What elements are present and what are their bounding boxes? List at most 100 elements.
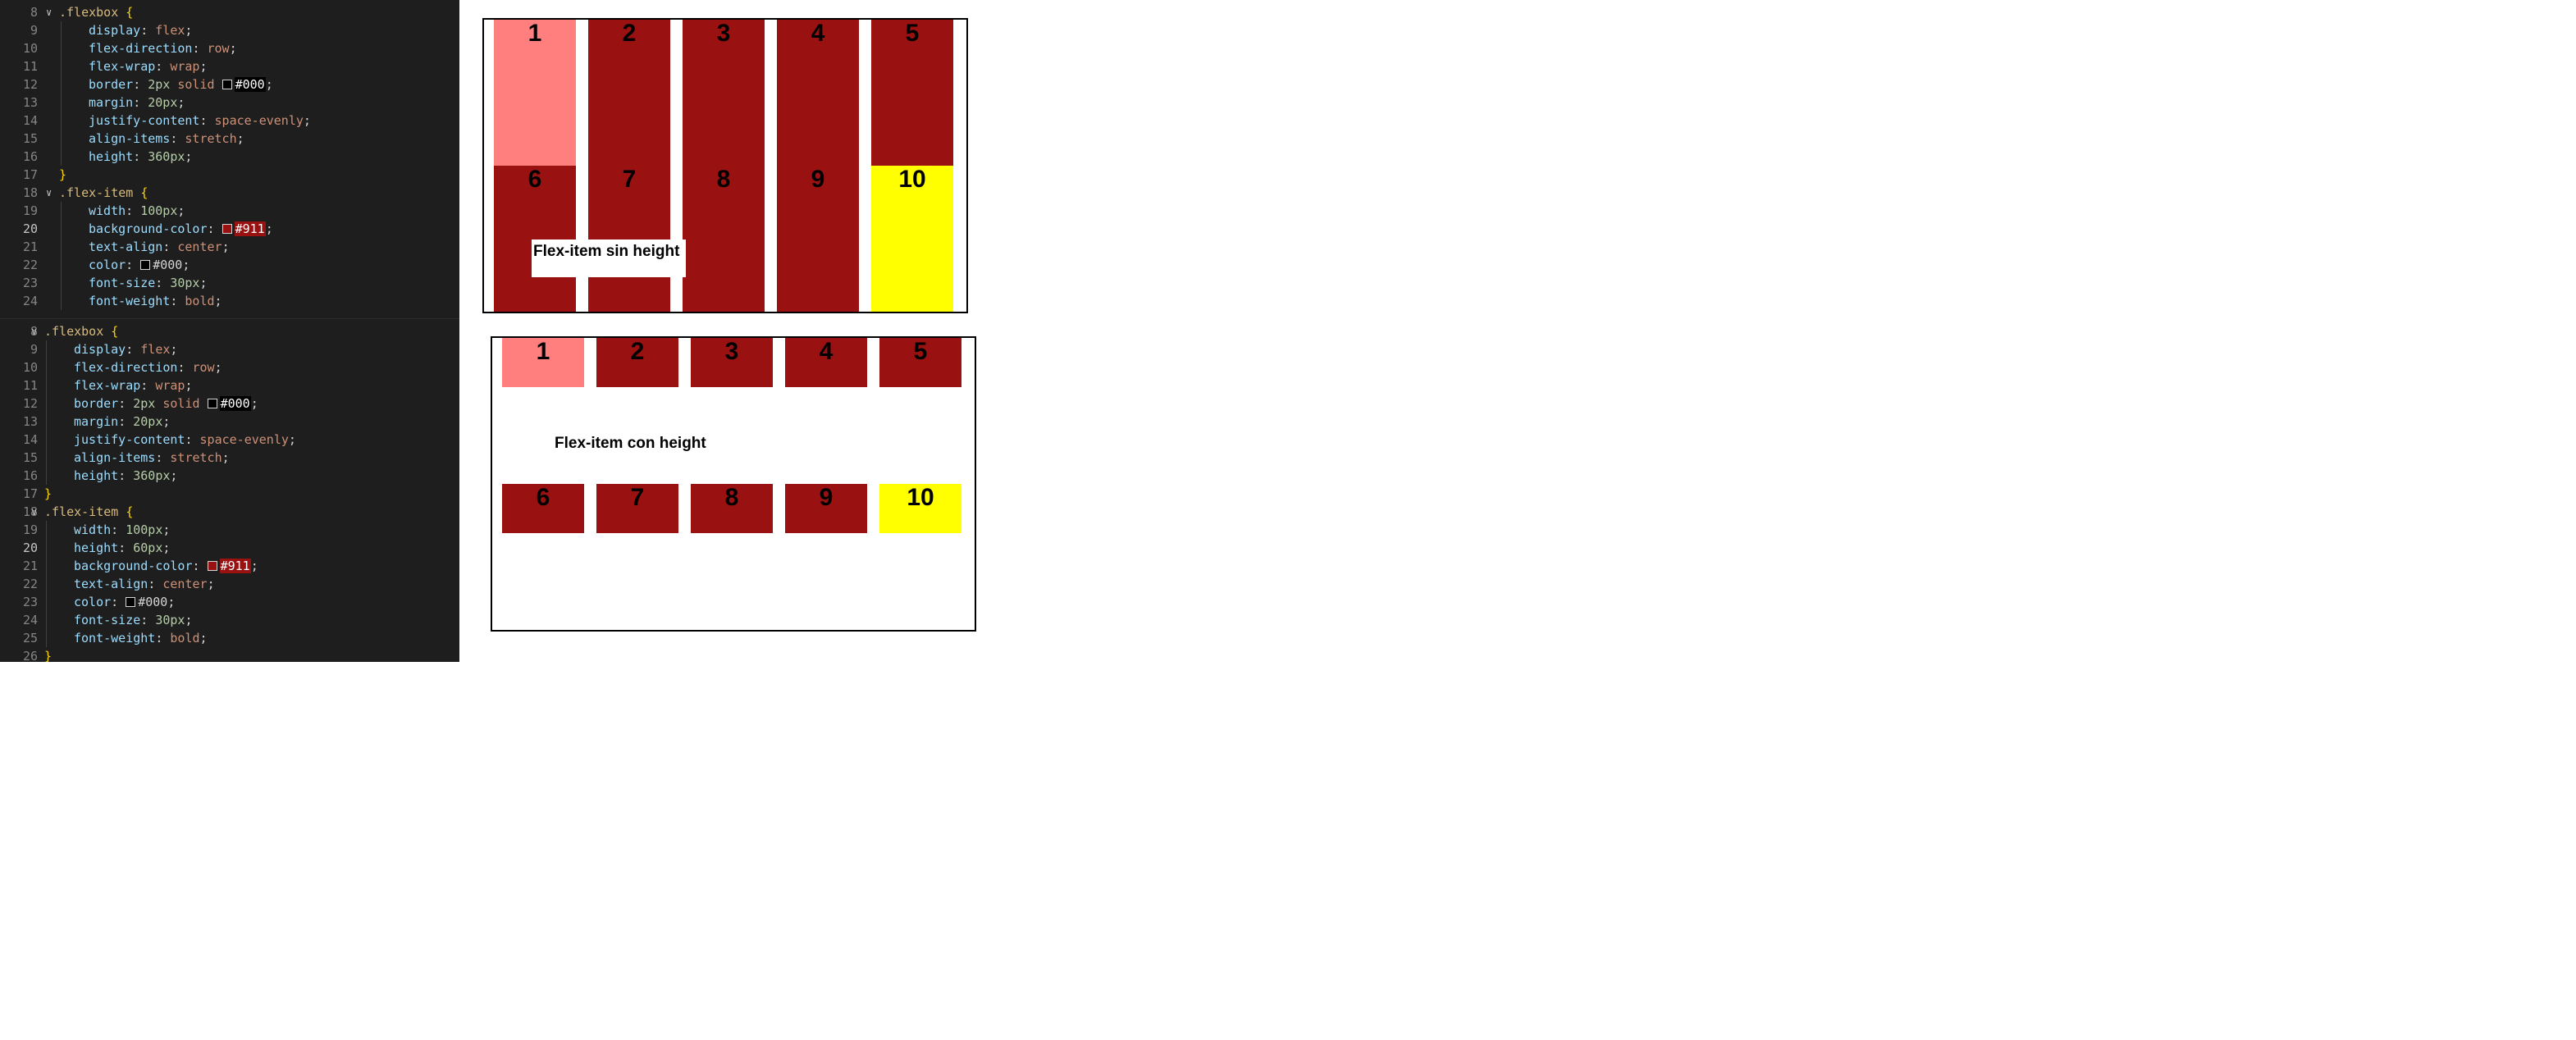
line-number: 16 <box>22 149 38 164</box>
line-number: 9 <box>30 342 38 357</box>
code-line[interactable]: 8 ∨ .flexbox { <box>0 322 459 340</box>
caption-sin-height: Flex-item sin height <box>532 239 687 277</box>
code-text: color: #000; <box>89 258 190 272</box>
code-line[interactable]: 20 background-color: #911; <box>0 220 459 238</box>
code-line[interactable]: 13 margin: 20px; <box>0 94 459 112</box>
code-line[interactable]: 19 width: 100px; <box>0 521 459 539</box>
color-swatch-icon[interactable] <box>140 260 151 270</box>
code-line[interactable]: 12 border: 2px solid #000; <box>0 75 459 94</box>
indent-guide <box>46 358 47 376</box>
code-text: font-size: 30px; <box>89 276 208 290</box>
code-text: background-color: #911; <box>89 221 273 236</box>
line-number: 15 <box>22 131 38 146</box>
flex-item-3: 3 <box>691 338 773 387</box>
code-line[interactable]: 12 border: 2px solid #000; <box>0 395 459 413</box>
code-line[interactable]: 17} <box>0 485 459 503</box>
code-text: font-size: 30px; <box>74 613 193 627</box>
code-line[interactable]: 14 justify-content: space-evenly; <box>0 112 459 130</box>
code-line[interactable]: 20 height: 60px; <box>0 539 459 557</box>
code-line[interactable]: 18 ∨ .flex-item { <box>0 184 459 202</box>
line-number: 16 <box>22 468 38 483</box>
code-text: .flexbox { <box>44 324 119 339</box>
code-line[interactable]: 22 text-align: center; <box>0 575 459 593</box>
indent-guide <box>61 39 62 57</box>
code-editor-bottom[interactable]: 8 ∨ .flexbox {9 display: flex; 10 flex-direct… <box>0 318 459 662</box>
flex-item-8: 8 <box>683 166 765 312</box>
code-line[interactable]: 9 display: flex; <box>0 21 459 39</box>
indent-guide <box>46 557 47 575</box>
code-line[interactable]: 11 flex-wrap: wrap; <box>0 57 459 75</box>
indent-guide <box>61 292 62 310</box>
code-line[interactable]: 18 ∨ .flex-item { <box>0 503 459 521</box>
code-line[interactable]: 11 flex-wrap: wrap; <box>0 376 459 395</box>
code-line[interactable]: 26} <box>0 647 459 662</box>
code-line[interactable]: 25 font-weight: bold; <box>0 629 459 647</box>
code-text: width: 100px; <box>74 522 171 537</box>
code-text: display: flex; <box>89 23 193 38</box>
color-swatch-icon[interactable] <box>126 597 136 607</box>
code-line[interactable]: 19 width: 100px; <box>0 202 459 220</box>
indent-guide <box>46 629 47 647</box>
color-swatch-icon[interactable] <box>207 399 217 408</box>
line-number: 9 <box>30 23 38 38</box>
indent-guide <box>61 112 62 130</box>
code-line[interactable]: 21 background-color: #911; <box>0 557 459 575</box>
line-number: 19 <box>22 522 38 537</box>
code-line[interactable]: 23 font-size: 30px; <box>0 274 459 292</box>
code-text: background-color: #911; <box>74 559 258 573</box>
code-text: align-items: stretch; <box>89 131 244 146</box>
flex-item-1: 1 <box>494 20 576 166</box>
code-text: margin: 20px; <box>74 414 171 429</box>
fold-chevron-icon[interactable]: ∨ <box>31 326 38 337</box>
code-text: .flexbox { <box>59 5 134 20</box>
code-text: font-weight: bold; <box>89 294 222 308</box>
code-line[interactable]: 8 ∨ .flexbox { <box>0 3 459 21</box>
flex-item-4: 4 <box>785 338 867 387</box>
color-swatch-icon[interactable] <box>207 561 217 571</box>
indent-guide <box>46 611 47 629</box>
code-text: border: 2px solid #000; <box>74 396 258 411</box>
color-swatch-icon[interactable] <box>222 224 232 234</box>
code-line[interactable]: 22 color: #000; <box>0 256 459 274</box>
code-line[interactable]: 16 height: 360px; <box>0 467 459 485</box>
code-text: flex-wrap: wrap; <box>89 59 208 74</box>
line-number: 24 <box>22 294 38 308</box>
flex-item-10: 10 <box>879 484 961 533</box>
code-line[interactable]: 10 flex-direction: row; <box>0 39 459 57</box>
code-line[interactable]: 10 flex-direction: row; <box>0 358 459 376</box>
line-number: 13 <box>22 414 38 429</box>
code-line[interactable]: 21 text-align: center; <box>0 238 459 256</box>
code-line[interactable]: 24 font-weight: bold; <box>0 292 459 310</box>
line-number: 21 <box>22 239 38 254</box>
indent-guide <box>46 413 47 431</box>
code-line[interactable]: 15 align-items: stretch; <box>0 449 459 467</box>
line-number: 8 <box>30 5 38 20</box>
indent-guide <box>61 21 62 39</box>
flex-item-10: 10 <box>871 166 953 312</box>
flexbox-container: 1 2 3 4 5 6 7 8 9 10 <box>491 336 976 632</box>
code-line[interactable]: 13 margin: 20px; <box>0 413 459 431</box>
flex-item-2: 2 <box>596 338 678 387</box>
code-line[interactable]: 14 justify-content: space-evenly; <box>0 431 459 449</box>
code-line[interactable]: 15 align-items: stretch; <box>0 130 459 148</box>
line-number: 12 <box>22 396 38 411</box>
code-line[interactable]: 23 color: #000; <box>0 593 459 611</box>
line-number: 10 <box>22 41 38 56</box>
code-line[interactable]: 9 display: flex; <box>0 340 459 358</box>
code-text: justify-content: space-evenly; <box>74 432 296 447</box>
color-swatch-icon[interactable] <box>222 80 232 89</box>
line-number: 25 <box>22 631 38 645</box>
fold-chevron-icon[interactable]: ∨ <box>46 187 53 198</box>
fold-chevron-icon[interactable]: ∨ <box>31 506 38 518</box>
indent-guide <box>61 256 62 274</box>
code-text: align-items: stretch; <box>74 450 230 465</box>
indent-guide <box>46 575 47 593</box>
code-line[interactable]: 24 font-size: 30px; <box>0 611 459 629</box>
code-line[interactable]: 17} <box>0 166 459 184</box>
code-editor-top[interactable]: 8 ∨ .flexbox { 9 display: flex; 10 flex-direct… <box>0 0 459 318</box>
indent-guide <box>46 395 47 413</box>
code-line[interactable]: 16 height: 360px; <box>0 148 459 166</box>
fold-chevron-icon[interactable]: ∨ <box>46 7 53 18</box>
line-number: 24 <box>22 613 38 627</box>
code-text: border: 2px solid #000; <box>89 77 273 92</box>
